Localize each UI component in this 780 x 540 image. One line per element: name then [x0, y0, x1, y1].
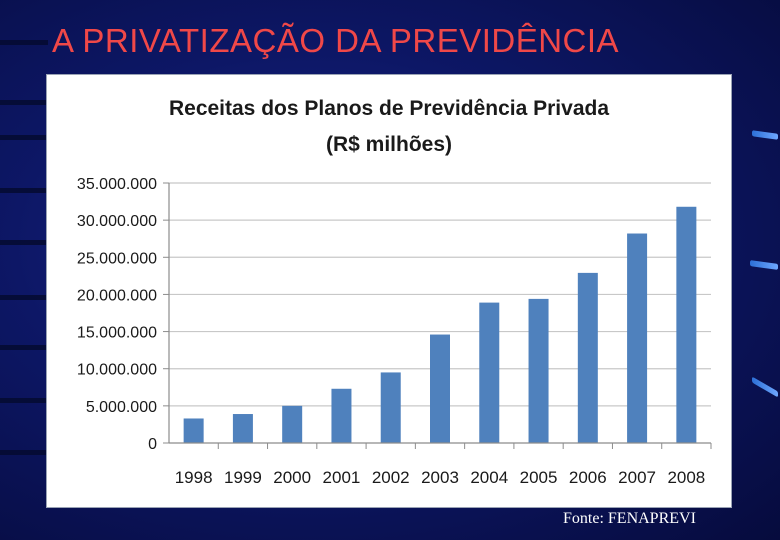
decorative-accent — [752, 376, 778, 398]
x-tick-label: 1999 — [224, 468, 262, 487]
decorative-stripe — [0, 450, 48, 455]
bar-1998 — [183, 418, 204, 443]
decorative-stripe — [0, 135, 48, 140]
bar-2008 — [676, 206, 697, 443]
chart-subtitle: (R$ milhões) — [326, 133, 452, 156]
decorative-stripe — [0, 240, 48, 245]
bar-2006 — [577, 272, 598, 443]
chart-title: Receitas dos Planos de Previdência Priva… — [169, 97, 609, 120]
decorative-stripe — [0, 398, 48, 403]
slide-title: A PRIVATIZAÇÃO DA PREVIDÊNCIA — [52, 22, 620, 59]
source-note: Fonte: FENAPREVI — [563, 510, 696, 527]
decorative-accent — [752, 130, 778, 140]
x-tick-label: 2000 — [273, 468, 311, 487]
y-tick-label: 35.000.000 — [77, 176, 157, 193]
x-tick-label: 2007 — [618, 468, 656, 487]
y-tick-label: 0 — [148, 436, 157, 453]
bar-1999 — [232, 414, 253, 443]
bar-2000 — [282, 405, 303, 443]
y-tick-label: 10.000.000 — [77, 362, 157, 379]
x-tick-label: 2008 — [667, 468, 705, 487]
x-tick-label: 2004 — [470, 468, 508, 487]
bar-2003 — [430, 334, 450, 443]
bar-2005 — [528, 298, 549, 443]
bar-2007 — [627, 233, 648, 443]
x-tick-label: 2003 — [421, 468, 459, 487]
y-tick-label: 15.000.000 — [77, 325, 157, 342]
x-tick-label: 1998 — [175, 468, 213, 487]
x-tick-label: 2002 — [372, 468, 410, 487]
y-tick-label: 20.000.000 — [77, 287, 157, 304]
decorative-stripe — [0, 100, 48, 105]
x-tick-label: 2001 — [323, 468, 361, 487]
decorative-stripe — [0, 188, 48, 193]
bar-2004 — [479, 302, 500, 443]
bar-2001 — [331, 388, 352, 443]
x-tick-label: 2006 — [569, 468, 607, 487]
bar-2002 — [380, 372, 401, 443]
y-tick-label: 25.000.000 — [77, 250, 157, 267]
decorative-accent — [750, 260, 778, 270]
decorative-stripe — [0, 295, 48, 300]
x-tick-label: 2005 — [520, 468, 558, 487]
y-tick-label: 5.000.000 — [86, 399, 157, 416]
y-tick-label: 30.000.000 — [77, 213, 157, 230]
chart-panel: Receitas dos Planos de Previdência Priva… — [46, 74, 732, 508]
decorative-stripe — [0, 40, 48, 45]
bar-chart: Receitas dos Planos de Previdência Priva… — [77, 97, 712, 487]
decorative-stripe — [0, 345, 48, 350]
